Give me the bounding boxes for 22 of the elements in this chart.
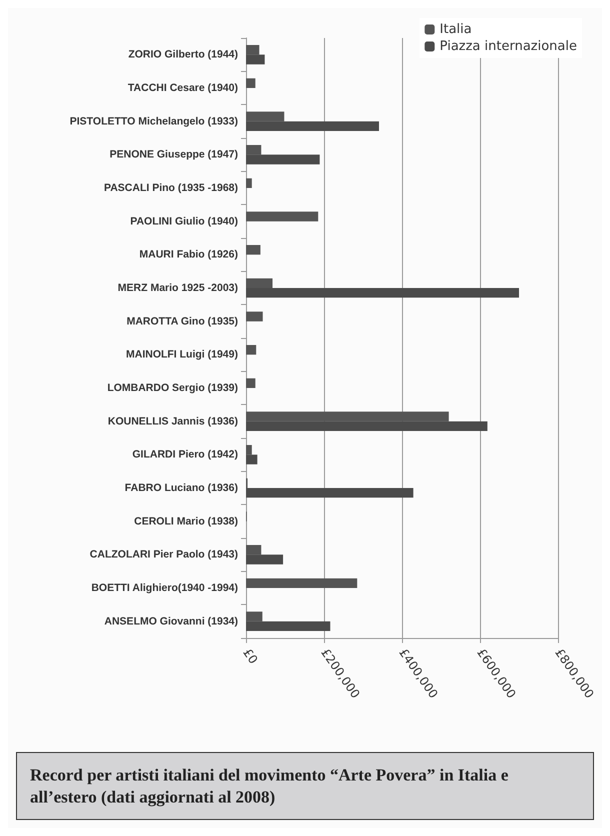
y-tick-label: PASCALI Pino (1935 -1968) — [104, 182, 238, 194]
y-tick-label: MAROTTA Gino (1935) — [126, 315, 238, 328]
y-tick-label: TACCHI Cesare (1940) — [128, 82, 238, 94]
legend-label: Italia — [440, 22, 472, 37]
y-tick-label: BOETTI Alighiero(1940 -1994) — [91, 582, 238, 594]
y-tick-label: CALZOLARI Pier Paolo (1943) — [90, 548, 238, 561]
y-tick-label: LOMBARDO Sergio (1939) — [107, 382, 238, 394]
y-tick-label: FABRO Luciano (1936) — [124, 482, 238, 494]
y-tick-label: PISTOLETTO Michelangelo (1933) — [70, 115, 238, 128]
y-tick-label: PAOLINI Giulio (1940) — [130, 215, 238, 228]
y-tick-label: GILARDI Piero (1942) — [132, 448, 238, 461]
y-tick-label: CEROLI Mario (1938) — [134, 515, 238, 528]
y-tick-label: MAINOLFI Luigi (1949) — [126, 348, 238, 361]
x-tick-label: £0 — [240, 646, 261, 667]
legend-label: Piazza internazionale — [440, 39, 578, 54]
y-tick-label: ANSELMO Giovanni (1934) — [104, 615, 238, 628]
y-tick-label: KOUNELLIS Jannis (1936) — [108, 415, 238, 428]
y-tick-label: PENONE Giuseppe (1947) — [110, 148, 238, 161]
text: Record per artisti italiani del movimento “Arte Povera” in Italia e all’estero (dati aggiornati al 2008) — [30, 766, 513, 806]
y-tick-label: MAURI Fabio (1926) — [139, 248, 238, 261]
y-tick-label: MERZ Mario 1925 -2003) — [118, 282, 238, 294]
y-tick-label: ZORIO Gilberto (1944) — [128, 48, 238, 61]
